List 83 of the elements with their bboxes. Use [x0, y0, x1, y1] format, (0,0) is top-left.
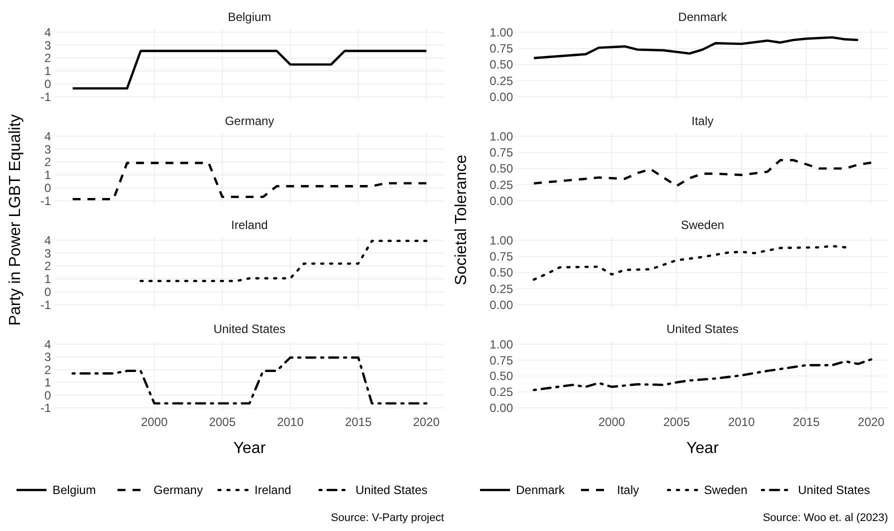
- y-tick-label: 0: [44, 285, 52, 300]
- y-tick-label: 1.00: [490, 233, 514, 248]
- y-tick-label: 0.75: [490, 42, 514, 56]
- y-tick-label: 0.75: [490, 250, 514, 264]
- y-tick-label: 0.00: [490, 298, 514, 312]
- y-tick-label: 0.00: [490, 194, 514, 208]
- y-tick-label: 2: [44, 362, 52, 377]
- x-tick-label: 2020: [858, 415, 885, 429]
- line-series: [532, 244, 846, 281]
- x-tick-label: 2015: [792, 415, 820, 429]
- x-tick-label: 2015: [344, 415, 372, 429]
- y-tick-label: -1: [40, 298, 52, 312]
- x-tick-label: 2020: [412, 415, 440, 429]
- text: United States: [798, 483, 870, 498]
- y-tick-label: 4: [44, 233, 52, 248]
- chart-title: Denmark: [678, 10, 728, 24]
- x-tick-label: 2005: [663, 415, 690, 429]
- chart-title: Italy: [691, 114, 714, 128]
- y-tick-label: 0.25: [490, 282, 514, 296]
- y-tick-label: 0.25: [490, 385, 514, 400]
- y-tick-label: 1: [44, 64, 52, 78]
- y-tick-label: 3: [44, 350, 52, 364]
- chart-title: Germany: [224, 114, 274, 128]
- y-tick-label: 1: [44, 272, 52, 286]
- y-axis-title: Party in Power LGBT Equality: [7, 114, 24, 326]
- y-tick-label: 0.50: [490, 58, 514, 72]
- y-tick-label: 1.00: [490, 337, 514, 352]
- y-tick-label: 0.25: [490, 178, 514, 192]
- y-tick-label: 0.00: [490, 401, 514, 416]
- y-tick-label: 3: [44, 38, 52, 52]
- chart-title: United States: [213, 322, 286, 336]
- y-tick-label: 0.00: [490, 90, 514, 104]
- y-tick-label: 0.75: [490, 353, 514, 368]
- text: United States: [356, 483, 428, 498]
- x-tick-label: 2005: [208, 415, 236, 429]
- y-tick-label: -1: [40, 90, 52, 104]
- y-tick-label: 0: [44, 77, 52, 92]
- x-axis-title: Year: [233, 440, 266, 457]
- x-tick-label: 2010: [276, 415, 304, 429]
- legend-label: Sweden: [704, 483, 748, 498]
- line-series: [140, 240, 428, 282]
- y-tick-label: 0.25: [490, 74, 514, 88]
- chart-title: Ireland: [231, 218, 268, 232]
- y-tick-label: 4: [44, 25, 52, 40]
- y-tick-label: 0.75: [490, 146, 514, 160]
- line-series: [72, 356, 428, 405]
- y-tick-label: 2: [44, 155, 52, 170]
- text: Ireland: [254, 483, 292, 498]
- y-tick-label: 1.00: [490, 129, 514, 144]
- source-note: Source: Woo et. al (2023): [762, 512, 888, 524]
- y-tick-label: 2: [44, 259, 52, 274]
- y-tick-label: 3: [44, 142, 52, 156]
- chart-title: Belgium: [228, 10, 272, 24]
- line-series: [532, 158, 872, 188]
- x-tick-label: 2000: [140, 415, 168, 429]
- source-note: Source: V-Party project: [330, 512, 444, 524]
- y-tick-label: 4: [44, 129, 52, 144]
- y-tick-label: 3: [44, 246, 52, 260]
- legend-label: Germany: [154, 483, 203, 498]
- y-tick-label: -1: [40, 194, 52, 208]
- y-tick-label: 4: [44, 337, 52, 352]
- y-axis-title: Societal Tolerance: [453, 154, 470, 286]
- y-tick-label: 1: [44, 168, 52, 182]
- x-tick-label: 2000: [598, 415, 626, 429]
- chart-title: United States: [666, 322, 739, 336]
- x-tick-label: 2010: [728, 415, 756, 429]
- y-tick-label: 1.00: [490, 25, 514, 40]
- y-tick-label: 0.50: [490, 369, 514, 384]
- legend-label: Belgium: [52, 483, 96, 498]
- x-axis-title: Year: [686, 440, 720, 457]
- chart-title: Sweden: [680, 218, 724, 232]
- y-tick-label: 2: [44, 51, 52, 66]
- y-tick-label: -1: [40, 401, 52, 416]
- line-series: [532, 358, 872, 392]
- text: Italy: [617, 483, 640, 498]
- y-tick-label: 0.50: [490, 266, 514, 280]
- line-series: [532, 36, 860, 60]
- legend-label: Denmark: [516, 483, 566, 498]
- y-tick-label: 1: [44, 376, 52, 390]
- line-series: [72, 162, 428, 200]
- y-tick-label: 0: [44, 181, 52, 196]
- y-tick-label: 0: [44, 388, 52, 402]
- y-tick-label: 0.50: [490, 162, 514, 176]
